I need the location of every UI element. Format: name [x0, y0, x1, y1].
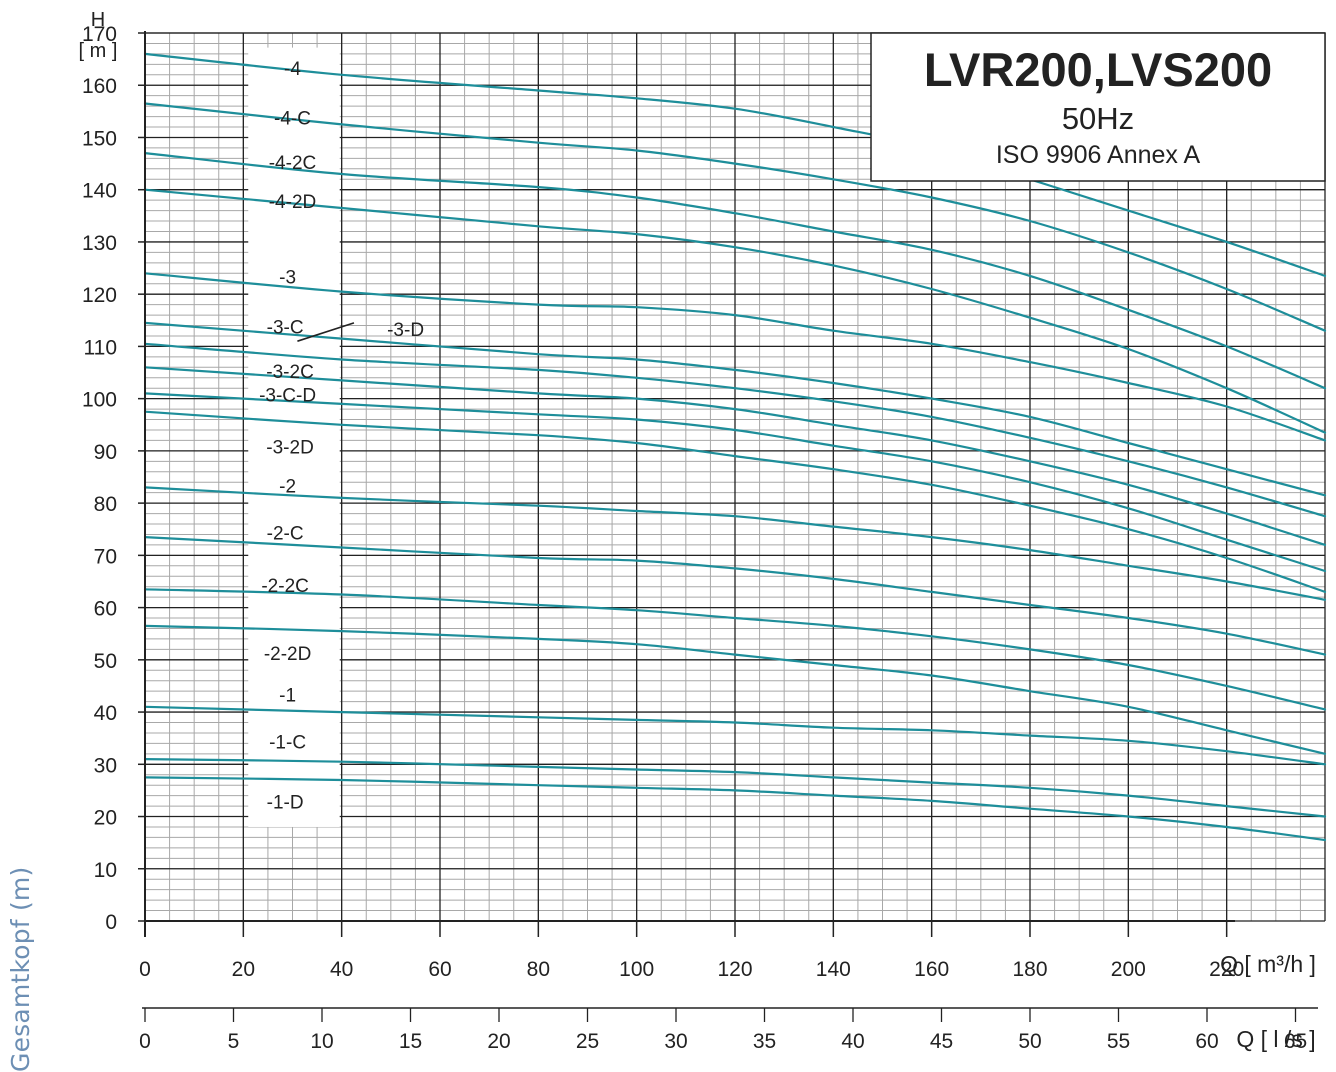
y-tick-label: 140: [82, 180, 117, 203]
x-tick-label: 220: [1209, 958, 1244, 981]
x-tick-label: 160: [914, 958, 949, 981]
curve-label: -1-D: [267, 793, 304, 814]
title-box: LVR200,LVS200 50Hz ISO 9906 Annex A: [870, 32, 1326, 182]
curve-labels: -4 -4-C -4-2C -4-2D -3 -3-C -3-D -3-2C-3-C-D -3-…: [259, 59, 424, 814]
secondary-x-tick-label: 60: [1195, 1030, 1218, 1053]
secondary-x-tick-label: 40: [841, 1030, 864, 1053]
x-tick-label: 80: [527, 958, 550, 981]
y-tick-label: 40: [94, 702, 117, 725]
curve-label: -3-C-D: [259, 385, 316, 406]
y-tick-label: 160: [82, 75, 117, 98]
curve-line: [143, 342, 1327, 518]
y-tick-label: 170: [82, 23, 117, 46]
curve-line: [143, 366, 1327, 546]
secondary-x-tick-label: 45: [930, 1030, 953, 1053]
curve-label: -1-C: [269, 733, 306, 754]
y-tick-label: 60: [94, 598, 117, 621]
curve-label: -2-C: [267, 524, 304, 545]
y-axis-label: H: [91, 9, 105, 31]
curve-label: -3: [279, 268, 296, 289]
curve-label: -3-D: [387, 320, 424, 341]
y-tick-label: 20: [94, 807, 117, 830]
x-tick-label: 0: [139, 958, 151, 981]
x-tick-label: 140: [816, 958, 851, 981]
label-band: [248, 47, 340, 827]
x-axis-label: Q [ m³/h ]: [1220, 951, 1316, 977]
chart-standard: ISO 9906 Annex A: [996, 141, 1201, 169]
secondary-x-tick-label: 0: [139, 1030, 151, 1053]
curve-line: [143, 321, 1327, 497]
y-tick-label: 120: [82, 284, 117, 307]
chart-title: LVR200,LVS200: [924, 43, 1272, 96]
curve-line: [143, 758, 1327, 818]
curve-line: [143, 52, 1327, 277]
curve-line: [143, 392, 1327, 573]
curve-line: [143, 588, 1327, 711]
x-tick-label: 60: [428, 958, 451, 981]
y-tick-label: 50: [94, 650, 117, 673]
curve-line: [143, 152, 1327, 390]
curve-line: [143, 102, 1327, 332]
x-tick-label: 40: [330, 958, 353, 981]
secondary-x-tick-label: 20: [487, 1030, 510, 1053]
secondary-x-tick-label: 50: [1018, 1030, 1041, 1053]
curve-label: -4-2D: [269, 192, 317, 213]
secondary-x-tick-label: 10: [310, 1030, 333, 1053]
y-tick-label: 90: [94, 441, 117, 464]
x-tick-label: 120: [717, 958, 752, 981]
secondary-x-axis-label: Q [ l /s ]: [1236, 1026, 1315, 1052]
y-tick-label: 70: [94, 545, 117, 568]
curve-line: [143, 705, 1327, 766]
y-tick-label: 0: [105, 911, 117, 934]
curve-label: -3-2C: [266, 362, 314, 383]
secondary-x-tick-label: 30: [664, 1030, 687, 1053]
curve-label: -2-2C: [261, 576, 309, 597]
curves: [143, 52, 1327, 842]
curve-line: [143, 536, 1327, 656]
x-tick-label: 200: [1111, 958, 1146, 981]
x-tick-label: 100: [619, 958, 654, 981]
curve-line: [143, 624, 1327, 755]
x-tick-label: 180: [1012, 958, 1047, 981]
secondary-x-tick-label: 35: [753, 1030, 776, 1053]
curve-label: -4-C: [274, 108, 311, 129]
title-box-frame: [870, 32, 1326, 182]
curve-label: -3-2D: [266, 437, 314, 458]
curve-line: [143, 776, 1327, 842]
curve-label: -2: [279, 477, 296, 498]
curve-line: [143, 188, 1327, 434]
y-tick-label: 150: [82, 127, 117, 150]
curve-label: -4: [284, 59, 301, 80]
x-tick-label: 20: [232, 958, 255, 981]
secondary-x-tick-label: 55: [1107, 1030, 1130, 1053]
y-axis-unit: [ m ]: [79, 40, 118, 62]
secondary-x-tick-label: 15: [399, 1030, 422, 1053]
axes: 0102030405060708090100110120130140150160…: [79, 9, 1318, 1053]
curve-label: -2-2D: [264, 644, 312, 665]
curve-line: [143, 410, 1327, 593]
y-tick-label: 30: [94, 754, 117, 777]
secondary-x-tick-label: 25: [576, 1030, 599, 1053]
leader-line: [297, 322, 355, 342]
curve-label: -1: [279, 686, 296, 707]
secondary-x-tick-label: 5: [228, 1030, 240, 1053]
y-tick-label: 10: [94, 859, 117, 882]
secondary-x-tick-label: 65: [1284, 1030, 1307, 1053]
chart-subtitle: 50Hz: [1062, 101, 1134, 136]
y-tick-label: 130: [82, 232, 117, 255]
y-tick-label: 80: [94, 493, 117, 516]
curve-line: [143, 272, 1327, 442]
side-axis-caption: Gesamtkopf (m): [6, 866, 35, 1072]
y-tick-label: 100: [82, 389, 117, 412]
y-tick-label: 110: [84, 336, 117, 359]
curve-line: [143, 486, 1327, 601]
curve-label: -3-C: [267, 317, 304, 338]
curve-label: -4-2C: [269, 153, 317, 174]
